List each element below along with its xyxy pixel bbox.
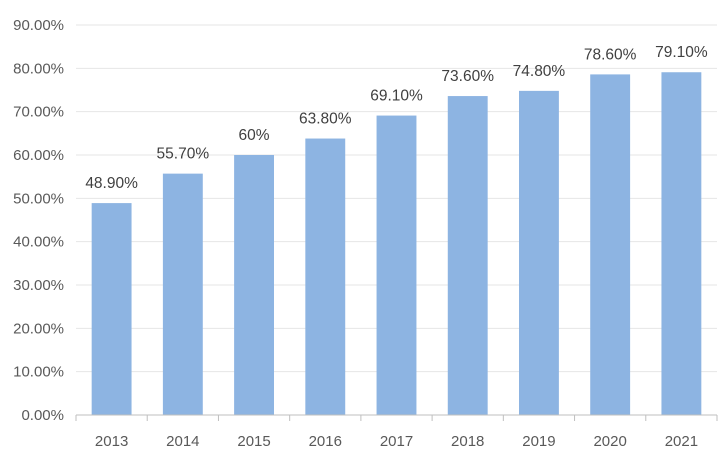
y-tick-label: 20.00%	[13, 320, 64, 337]
x-tick-label: 2015	[237, 433, 270, 450]
bar-2020	[590, 74, 631, 416]
x-tick-label: 2017	[380, 433, 413, 450]
bar-2018	[447, 96, 488, 416]
bar-2021	[661, 72, 702, 415]
bar-2014	[162, 173, 203, 415]
bar-2017	[376, 115, 417, 416]
data-label: 63.80%	[299, 111, 352, 128]
y-tick-label: 60.00%	[13, 147, 64, 164]
y-tick-label: 40.00%	[13, 234, 64, 251]
x-tick-label: 2020	[593, 433, 626, 450]
x-axis	[75, 414, 718, 421]
bar-2019	[519, 90, 559, 415]
data-label: 79.10%	[655, 44, 708, 61]
data-label: 60%	[239, 127, 270, 144]
data-label: 78.60%	[584, 46, 637, 63]
y-tick-label: 70.00%	[13, 104, 64, 121]
y-axis-tick-labels: 0.00% 10.00% 20.00% 30.00% 40.00% 50.00% 60.00…	[13, 17, 64, 424]
bars	[91, 72, 702, 416]
data-label: 69.10%	[370, 88, 423, 105]
x-tick-label: 2021	[665, 433, 698, 450]
x-tick-label: 2014	[166, 433, 199, 450]
y-tick-label: 0.00%	[21, 407, 64, 424]
x-tick-label: 2016	[309, 433, 342, 450]
y-tick-label: 80.00%	[13, 60, 64, 77]
x-tick-label: 2018	[451, 433, 484, 450]
y-tick-label: 50.00%	[13, 190, 64, 207]
data-label: 48.90%	[85, 175, 138, 192]
y-tick-label: 30.00%	[13, 277, 64, 294]
x-tick-label: 2013	[95, 433, 128, 450]
x-axis-tick-labels: 2013 2014 2015 2016 2017 2018 2019 2020 2021	[95, 433, 698, 450]
bar-2013	[91, 203, 132, 415]
y-tick-label: 90.00%	[13, 17, 64, 34]
data-label: 55.70%	[157, 146, 210, 163]
data-label: 73.60%	[441, 68, 494, 85]
y-tick-label: 10.00%	[13, 364, 64, 381]
bar-2015	[234, 155, 274, 415]
x-tick-label: 2019	[522, 433, 555, 450]
bar-2016	[305, 138, 346, 416]
data-labels: 48.90% 55.70% 60% 63.80% 69.10% 73.60% 74.80% 7…	[85, 44, 708, 192]
data-label: 74.80%	[513, 63, 566, 80]
